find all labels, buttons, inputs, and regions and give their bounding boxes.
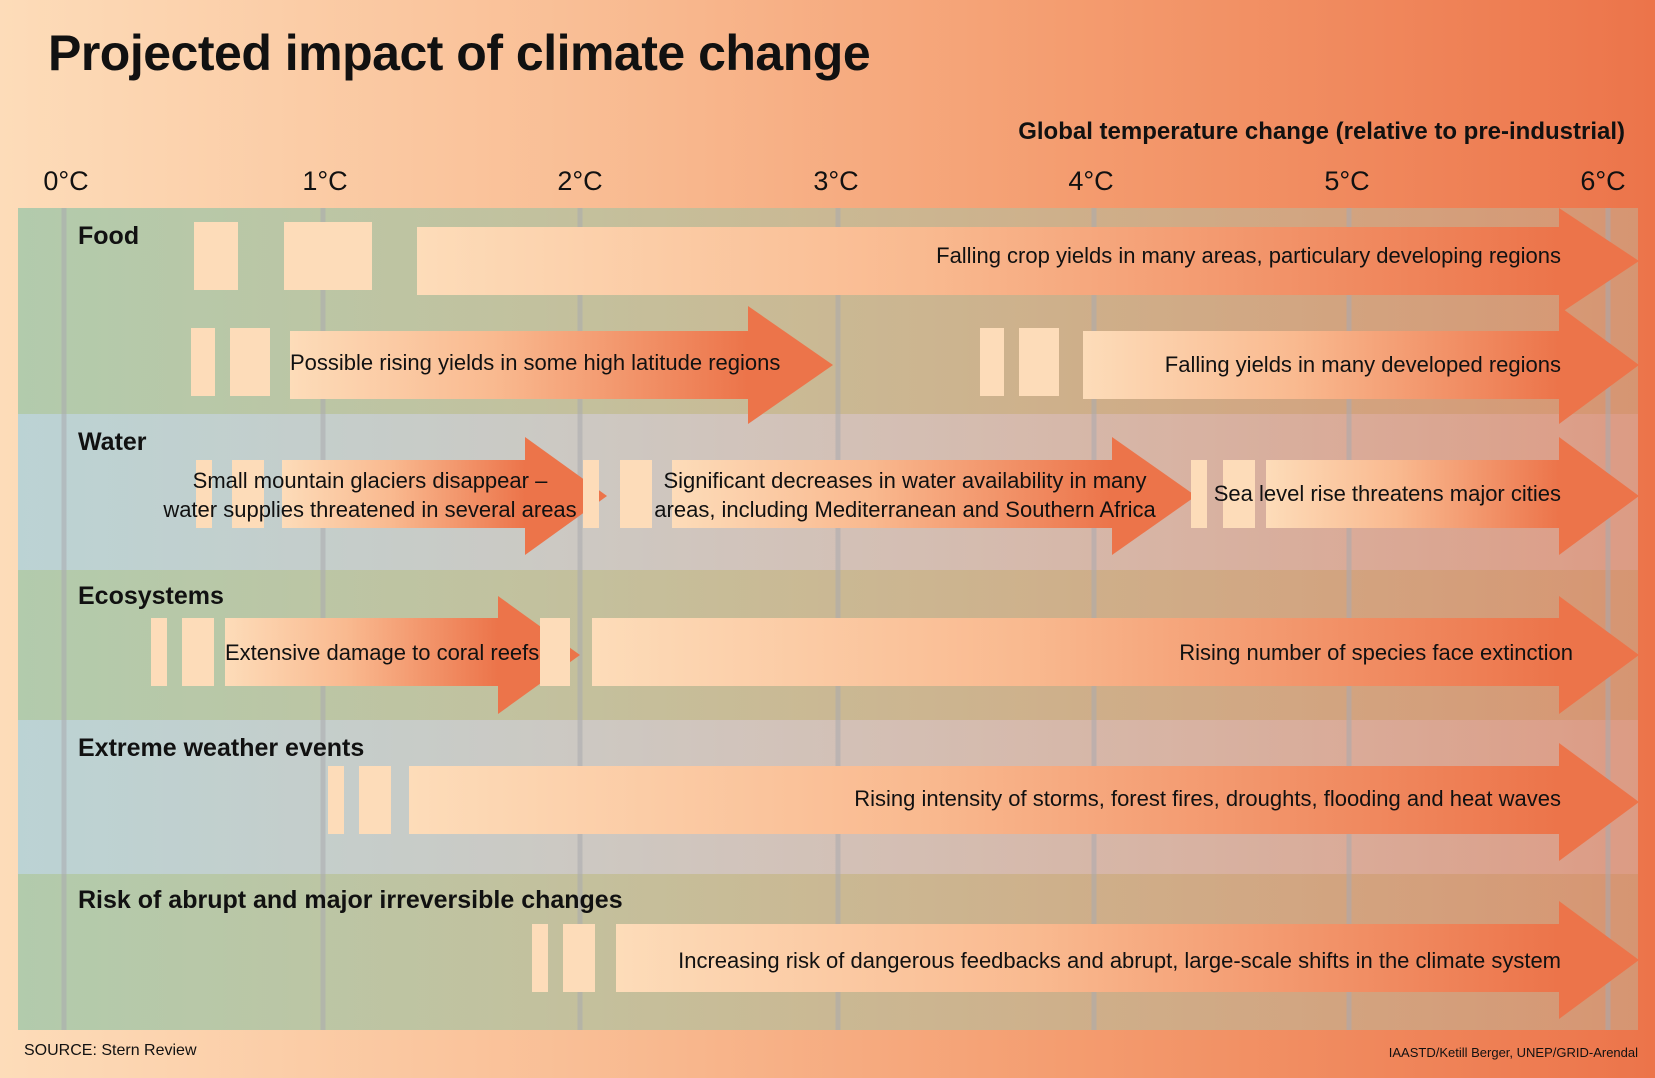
lead-block <box>540 618 570 686</box>
lead-block <box>194 222 238 290</box>
lead-block <box>232 460 264 528</box>
impact-water-availability: Significant decreases in water availabil… <box>650 466 1160 524</box>
page-title: Projected impact of climate change <box>48 25 871 81</box>
arrow-sea-level <box>1266 437 1639 555</box>
lead-block <box>151 618 167 686</box>
lead-block <box>328 766 344 834</box>
lead-block <box>230 328 270 396</box>
lead-block <box>1019 328 1059 396</box>
impact-abrupt-changes: Increasing risk of dangerous feedbacks a… <box>678 948 1561 973</box>
category-water: Water <box>78 428 147 456</box>
impact-water-availability-line1: Significant decreases in water availabil… <box>663 468 1147 493</box>
lead-block <box>532 924 548 992</box>
credit-note: IAASTD/Ketill Berger, UNEP/GRID-Arendal <box>1388 1045 1638 1060</box>
tick-3c: 3°C <box>813 166 859 196</box>
lead-block <box>196 460 212 528</box>
lead-block <box>284 222 372 290</box>
tick-0c: 0°C <box>43 166 89 196</box>
lead-block <box>182 618 214 686</box>
lead-block <box>583 460 599 528</box>
arrow-rising-yields <box>290 306 833 424</box>
lead-block <box>191 328 215 396</box>
gridline-0c <box>61 208 67 1030</box>
tick-4c: 4°C <box>1068 166 1114 196</box>
impact-glaciers: Small mountain glaciers disappear – wate… <box>150 466 590 524</box>
impact-rising-yields: Possible rising yields in some high lati… <box>290 350 781 375</box>
gridline-2c <box>577 208 583 1030</box>
arrow-falling-developed-yields <box>1083 306 1639 424</box>
category-abrupt-changes: Risk of abrupt and major irreversible ch… <box>78 886 623 914</box>
category-ecosystems: Ecosystems <box>78 582 224 610</box>
tick-1c: 1°C <box>302 166 348 196</box>
impact-falling-developed-yields: Falling yields in many developed regions <box>1164 352 1561 377</box>
impact-water-availability-line2: areas, including Mediterranean and South… <box>654 497 1156 522</box>
arrow-abrupt-changes <box>616 901 1639 1019</box>
source-note: SOURCE: Stern Review <box>24 1042 197 1059</box>
impact-glaciers-line1: Small mountain glaciers disappear – <box>192 468 548 493</box>
arrow-species-extinction <box>592 596 1639 714</box>
impact-sea-level: Sea level rise threatens major cities <box>1213 481 1561 506</box>
arrow-extreme-weather <box>409 743 1639 861</box>
lead-block <box>359 766 391 834</box>
tick-5c: 5°C <box>1324 166 1370 196</box>
lead-block <box>563 924 595 992</box>
category-extreme-weather: Extreme weather events <box>78 734 365 762</box>
impact-extreme-weather: Rising intensity of storms, forest fires… <box>854 786 1561 811</box>
tick-6c: 6°C <box>1580 166 1626 196</box>
impact-species-extinction: Rising number of species face extinction <box>1179 640 1573 665</box>
category-food: Food <box>78 222 140 250</box>
tick-2c: 2°C <box>557 166 603 196</box>
arrow-falling-crop-yields <box>417 208 1639 314</box>
lead-block <box>980 328 1004 396</box>
impact-coral-reefs: Extensive damage to coral reefs <box>225 640 540 665</box>
impact-glaciers-line2: water supplies threatened in several are… <box>163 497 577 522</box>
arrow-water-availability <box>672 437 1196 555</box>
lead-block <box>1223 460 1255 528</box>
axis-title: Global temperature change (relative to p… <box>1018 118 1625 145</box>
impact-falling-crop-yields: Falling crop yields in many areas, parti… <box>936 243 1561 268</box>
lead-block <box>1191 460 1207 528</box>
lead-block <box>620 460 652 528</box>
